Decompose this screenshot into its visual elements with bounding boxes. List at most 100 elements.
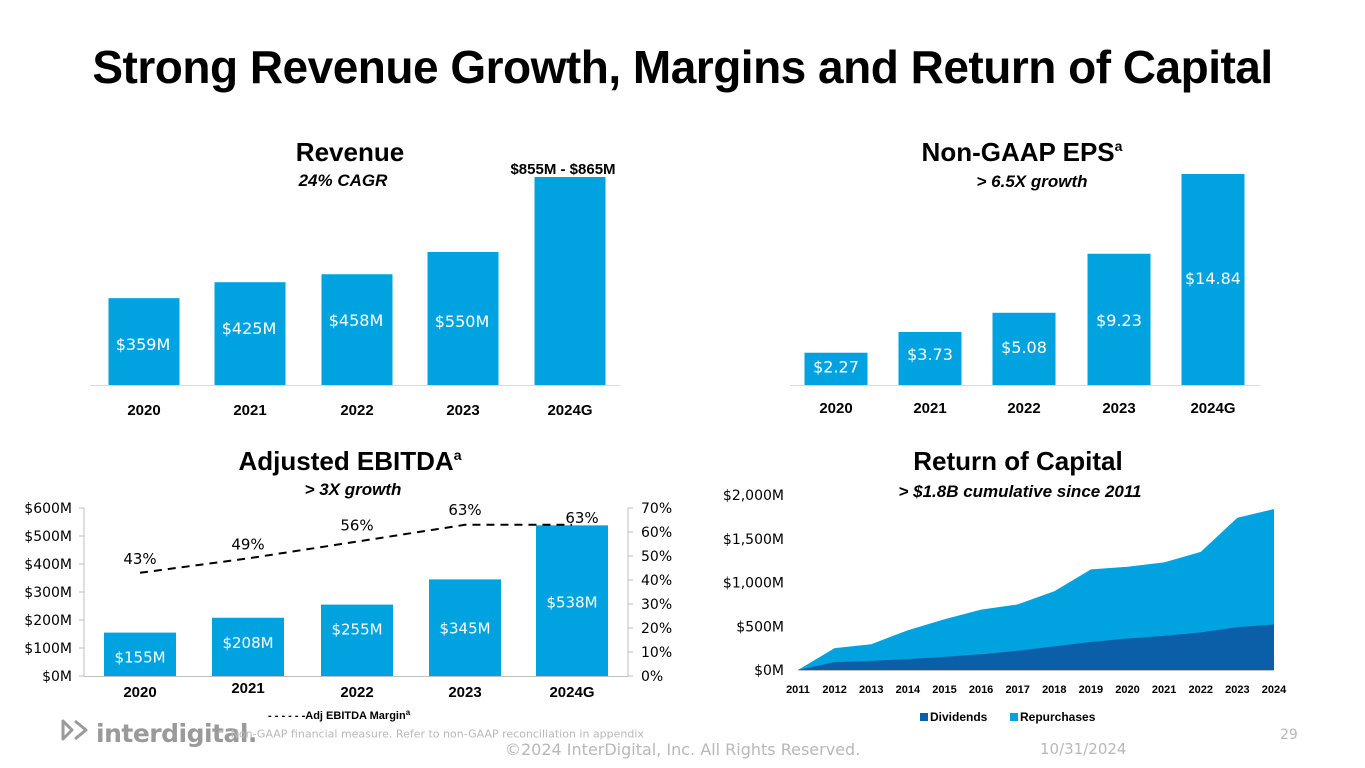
revenue-bar xyxy=(108,298,180,385)
ebitda-category-label: 2023 xyxy=(448,684,481,701)
ebitda-right-tick-label: 50% xyxy=(641,549,672,565)
ebitda-category-label: 2022 xyxy=(340,684,373,701)
ebitda-left-tick-label: $300M xyxy=(24,585,72,601)
eps-category-label: 2022 xyxy=(1007,400,1040,417)
ebitda-bar-label: $538M xyxy=(546,593,597,611)
roc-dividends-area xyxy=(798,624,1274,670)
revenue-category-label: 2021 xyxy=(233,402,266,419)
roc-x-tick-label: 2018 xyxy=(1042,684,1066,696)
ebitda-margin-label: 56% xyxy=(340,517,373,535)
ebitda-left-tick-label: $400M xyxy=(24,557,72,573)
eps-chart-title: Non-GAAP EPSa xyxy=(922,137,1123,167)
revenue-bar-label: $458M xyxy=(329,311,384,330)
eps-bar-label: $5.08 xyxy=(1001,338,1047,357)
ebitda-legend-superscript: a xyxy=(406,708,411,717)
revenue-bar-label: $425M xyxy=(222,319,277,338)
ebitda-margin-label: 63% xyxy=(448,501,481,519)
eps-chart-subtitle: > 6.5X growth xyxy=(977,172,1088,191)
roc-y-tick-label: $0M xyxy=(754,663,784,679)
eps-bar xyxy=(1181,174,1245,385)
roc-x-tick-label: 2022 xyxy=(1189,684,1213,696)
copyright: ©2024 InterDigital, Inc. All Rights Rese… xyxy=(505,740,861,759)
eps-category-label: 2020 xyxy=(819,400,852,417)
ebitda-category-label: 2021 xyxy=(231,680,264,697)
eps-bar-label: $3.73 xyxy=(907,345,953,364)
ebitda-right-tick-label: 70% xyxy=(641,501,672,517)
logo-text: interdigital. xyxy=(96,719,257,748)
ebitda-bar xyxy=(536,525,608,676)
eps-title-superscript: a xyxy=(1115,138,1123,154)
ebitda-margin-label: 63% xyxy=(565,509,598,527)
revenue-chart-subtitle: 24% CAGR xyxy=(298,171,389,190)
eps-bar-label: $9.23 xyxy=(1096,311,1142,330)
roc-x-tick-label: 2021 xyxy=(1152,684,1176,696)
roc-legend-swatch xyxy=(920,713,928,721)
ebitda-margin-label: 43% xyxy=(123,550,156,568)
eps-category-label: 2024G xyxy=(1190,400,1235,417)
footnote: a Non-GAAP financial measure. Refer to n… xyxy=(218,725,644,741)
roc-legend-swatch xyxy=(1010,713,1018,721)
revenue-bar xyxy=(214,282,286,385)
roc-y-tick-label: $2,000M xyxy=(723,488,784,504)
eps-bar xyxy=(804,352,868,385)
ebitda-left-tick-label: $100M xyxy=(24,641,72,657)
roc-x-tick-label: 2013 xyxy=(859,684,883,696)
ebitda-left-tick-label: $200M xyxy=(24,613,72,629)
ebitda-bar xyxy=(429,579,501,676)
ebitda-category-label: 2024G xyxy=(549,684,594,701)
footnote-text: Non-GAAP financial measure. Refer to non… xyxy=(230,727,644,741)
revenue-category-label: 2023 xyxy=(446,402,479,419)
roc-y-tick-label: $1,500M xyxy=(723,532,784,548)
eps-bar xyxy=(898,331,962,385)
ebitda-bar-label: $345M xyxy=(439,619,490,637)
ebitda-margin-label: 49% xyxy=(231,535,264,553)
page-number: 29 xyxy=(1280,727,1298,743)
eps-bar xyxy=(992,312,1056,385)
ebitda-left-tick-label: $500M xyxy=(24,529,72,545)
revenue-bar xyxy=(427,251,499,385)
roc-x-tick-label: 2024 xyxy=(1262,684,1287,696)
ebitda-chart-subtitle: > 3X growth xyxy=(305,480,402,499)
ebitda-margin-line xyxy=(139,523,572,574)
revenue-bar xyxy=(321,274,393,385)
roc-x-tick-label: 2020 xyxy=(1115,684,1139,696)
roc-x-tick-label: 2014 xyxy=(896,684,921,696)
ebitda-right-tick-label: 60% xyxy=(641,525,672,541)
ebitda-right-tick-label: 0% xyxy=(641,669,663,685)
eps-bar-label: $2.27 xyxy=(813,358,859,377)
roc-x-tick-label: 2017 xyxy=(1005,684,1029,696)
ebitda-margin-legend: - - - - - -Adj EBITDA Margina xyxy=(268,708,411,722)
roc-x-tick-label: 2019 xyxy=(1079,684,1103,696)
revenue-bar xyxy=(534,177,606,385)
roc-legend-label: Repurchases xyxy=(1020,710,1096,724)
revenue-chart-title: Revenue xyxy=(296,137,404,167)
ebitda-right-tick-label: 10% xyxy=(641,645,672,661)
company-logo: interdigital. xyxy=(60,718,257,748)
ebitda-left-tick-label: $600M xyxy=(24,501,72,517)
interdigital-logo-icon xyxy=(60,718,90,748)
revenue-bar-label: $550M xyxy=(435,312,490,331)
ebitda-title-superscript: a xyxy=(454,447,462,463)
ebitda-bar xyxy=(321,604,393,676)
roc-x-tick-label: 2016 xyxy=(969,684,993,696)
roc-repurchases-area xyxy=(798,509,1274,670)
eps-bar-label: $14.84 xyxy=(1185,269,1241,288)
ebitda-right-tick-label: 30% xyxy=(641,597,672,613)
roc-x-tick-label: 2023 xyxy=(1225,684,1249,696)
revenue-category-label: 2020 xyxy=(127,402,160,419)
eps-bar xyxy=(1087,253,1151,385)
footer-date: 10/31/2024 xyxy=(1040,740,1127,758)
ebitda-bar xyxy=(212,617,284,676)
ebitda-category-label: 2020 xyxy=(123,684,156,701)
ebitda-right-tick-label: 40% xyxy=(641,573,672,589)
roc-y-tick-label: $500M xyxy=(736,619,784,635)
revenue-guidance-annotation: $855M - $865M xyxy=(510,161,615,178)
eps-category-label: 2021 xyxy=(913,400,946,417)
ebitda-chart-title: Adjusted EBITDAa xyxy=(238,446,461,476)
footnote-marker: a xyxy=(218,725,224,736)
ebitda-bar-label: $255M xyxy=(331,621,382,639)
revenue-category-label: 2024G xyxy=(547,402,592,419)
ebitda-right-tick-label: 20% xyxy=(641,621,672,637)
roc-legend-label: Dividends xyxy=(930,710,988,724)
